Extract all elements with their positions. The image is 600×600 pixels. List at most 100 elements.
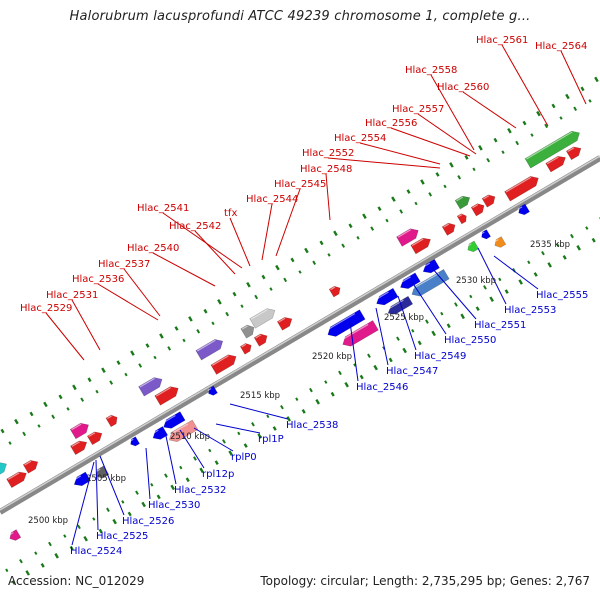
gene-feature[interactable] [396, 226, 422, 247]
gene-feature-highlight [151, 429, 159, 435]
gene-label[interactable]: Hlac_2531 [46, 290, 98, 301]
gene-label[interactable]: Hlac_2558 [405, 65, 457, 76]
gene-feature[interactable] [154, 384, 181, 406]
gene-label[interactable]: Hlac_2537 [98, 259, 150, 270]
scale-label: 2535 kbp [530, 240, 570, 250]
tick-mark [83, 535, 88, 542]
gene-label[interactable]: Hlac_2547 [386, 366, 438, 377]
gene-label[interactable]: Hlac_2524 [70, 546, 122, 557]
gene-feature[interactable] [105, 413, 120, 428]
leader-line [417, 113, 477, 155]
gene-label[interactable]: Hlac_2560 [437, 82, 489, 93]
gene-label[interactable]: rplP0 [231, 452, 257, 463]
gene-feature[interactable] [325, 309, 366, 340]
gene-label[interactable]: Hlac_2556 [365, 118, 417, 129]
gene-feature-highlight [139, 377, 155, 388]
gene-label[interactable]: Hlac_2541 [137, 203, 189, 214]
gene-feature[interactable] [22, 458, 40, 474]
gene-feature[interactable] [470, 201, 486, 217]
gene-feature[interactable] [456, 212, 468, 225]
gene-label[interactable]: Hlac_2546 [356, 382, 408, 393]
tick-mark [478, 145, 483, 151]
gene-feature[interactable] [386, 295, 414, 317]
tick-mark [127, 511, 132, 517]
gene-feature[interactable] [161, 411, 186, 432]
gene-feature[interactable] [195, 336, 226, 361]
gene-feature[interactable] [481, 192, 497, 208]
tick-mark [527, 260, 531, 265]
gene-feature[interactable] [239, 341, 253, 355]
gene-label[interactable]: Hlac_2557 [392, 104, 444, 115]
leader-line [275, 188, 301, 257]
gene-feature[interactable] [441, 221, 457, 236]
gene-label[interactable]: Hlac_2554 [334, 133, 386, 144]
gene-feature[interactable] [493, 236, 507, 250]
gene-label[interactable]: Hlac_2542 [169, 221, 221, 232]
gene-feature[interactable] [466, 240, 480, 254]
map-title: Halorubrum lacusprofundi ATCC 49239 chro… [69, 9, 531, 24]
gene-label[interactable]: Hlac_2538 [286, 420, 338, 431]
gene-label[interactable]: Hlac_2532 [174, 485, 226, 496]
gene-feature[interactable] [0, 459, 9, 493]
gene-feature[interactable] [409, 268, 450, 299]
gene-label[interactable]: Hlac_2551 [474, 320, 526, 331]
gene-label[interactable]: Hlac_2553 [504, 305, 556, 316]
gene-label[interactable]: Hlac_2525 [96, 531, 148, 542]
leader-line [477, 247, 507, 305]
gene-feature[interactable] [70, 438, 89, 456]
gene-feature[interactable] [545, 153, 568, 173]
gene-label[interactable]: Hlac_2544 [246, 194, 298, 205]
gene-label[interactable]: Hlac_2526 [122, 516, 174, 527]
gene-feature[interactable] [6, 469, 29, 489]
gene-feature[interactable] [8, 529, 22, 543]
gene-label[interactable]: rpl1P [258, 434, 284, 445]
tick-mark [330, 391, 335, 397]
gene-feature[interactable] [166, 419, 199, 445]
gene-feature[interactable] [86, 429, 104, 446]
gene-label[interactable]: Hlac_2548 [300, 164, 352, 175]
gene-label[interactable]: Hlac_2549 [414, 351, 466, 362]
gene-label[interactable]: Hlac_2561 [476, 35, 528, 46]
gene-feature[interactable] [421, 258, 440, 276]
gene-label[interactable]: tfx [224, 208, 237, 219]
gene-feature[interactable] [138, 374, 165, 397]
gene-feature[interactable] [328, 284, 342, 298]
tick-mark [266, 414, 270, 419]
leader-line [229, 403, 289, 420]
tick-mark [333, 230, 338, 237]
gene-label[interactable]: Hlac_2564 [535, 41, 587, 52]
leader-line [145, 447, 151, 500]
gene-feature-highlight [72, 475, 82, 482]
gene-feature[interactable] [504, 173, 542, 202]
tick-mark [344, 381, 349, 388]
gene-feature[interactable] [249, 306, 278, 329]
gene-feature[interactable] [93, 465, 110, 481]
tick-mark [501, 150, 505, 154]
gene-label[interactable]: rpl12p [202, 469, 234, 480]
gene-label[interactable]: Hlac_2550 [444, 335, 496, 346]
gene-feature[interactable] [340, 320, 379, 350]
gene-feature[interactable] [253, 332, 269, 347]
gene-feature[interactable] [398, 272, 421, 292]
gene-feature[interactable] [276, 315, 294, 331]
gene-feature[interactable] [454, 193, 472, 210]
gene-label[interactable]: Hlac_2530 [148, 500, 200, 511]
gene-feature-highlight [241, 325, 248, 330]
gene-label[interactable]: Hlac_2555 [536, 290, 588, 301]
tick-mark [51, 414, 56, 420]
tick-mark [551, 103, 556, 109]
gene-feature[interactable] [524, 128, 582, 169]
tick-mark [106, 507, 110, 513]
gene-feature[interactable] [565, 144, 583, 161]
gene-label[interactable]: Hlac_2536 [72, 274, 124, 285]
gene-label[interactable]: Hlac_2529 [20, 303, 72, 314]
gene-label[interactable]: Hlac_2545 [274, 179, 326, 190]
gene-feature[interactable] [374, 287, 399, 308]
leader-line [560, 50, 587, 105]
gene-label[interactable]: Hlac_2552 [302, 148, 354, 159]
gene-feature[interactable] [410, 235, 433, 255]
gene-label[interactable]: Hlac_2540 [127, 243, 179, 254]
gene-feature[interactable] [151, 426, 169, 443]
gene-feature[interactable] [210, 352, 239, 375]
